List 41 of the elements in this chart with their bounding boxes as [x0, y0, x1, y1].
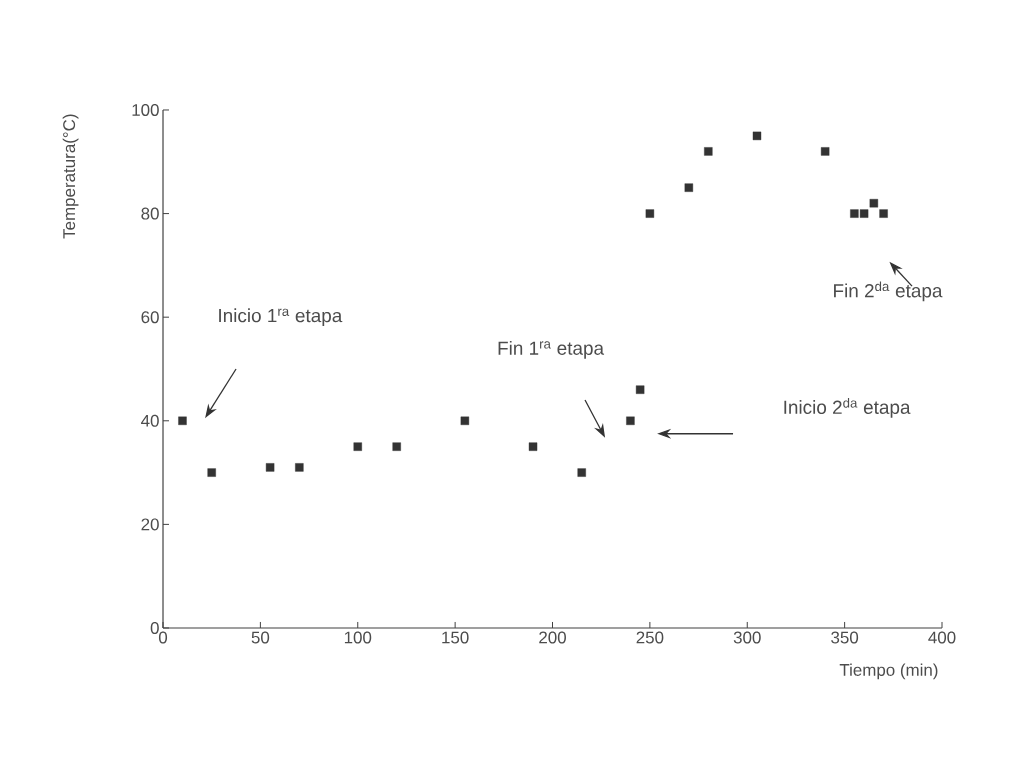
point	[460, 416, 470, 425]
y-tick-label: 80	[141, 207, 159, 220]
x-tick-label: 400	[928, 631, 956, 644]
annotation: Fin 2$^{da}$ etapa	[834, 281, 943, 302]
x-tick-label: 150	[442, 631, 469, 644]
point	[850, 209, 859, 218]
point	[528, 442, 538, 451]
point	[879, 209, 888, 218]
point	[178, 416, 187, 425]
x-tick-label: 350	[831, 631, 859, 644]
y-axis-title: Temperatura(°C)	[62, 114, 79, 239]
x-tick-label: 200	[539, 631, 566, 644]
point	[645, 209, 655, 218]
point	[859, 209, 869, 218]
annotation: Inicio 1$^{ra}$ etapa	[219, 308, 343, 326]
point	[265, 463, 275, 472]
x-tick-label: 100	[344, 631, 372, 644]
point	[752, 131, 762, 141]
y-tick-label: 0	[150, 621, 159, 634]
y-tick-label: 20	[141, 518, 159, 531]
point	[626, 416, 635, 425]
point	[684, 183, 694, 192]
x-axis-title: Tiempo (min)	[839, 663, 938, 680]
y-tick-label: 60	[141, 311, 159, 324]
x-tick-label: 0	[158, 631, 168, 644]
point	[295, 463, 304, 472]
point	[635, 385, 645, 394]
point	[820, 147, 830, 156]
x-tick-label: 50	[251, 631, 270, 644]
point	[704, 147, 713, 156]
x-tick-label: 250	[636, 631, 664, 644]
point	[392, 442, 401, 451]
y-tick-label: 40	[141, 414, 159, 427]
point	[207, 468, 216, 477]
point	[869, 199, 879, 208]
point	[577, 468, 586, 477]
annotation: Fin 1$^{ra}$ etapa	[498, 340, 605, 359]
x-tick-label: 300	[733, 631, 761, 644]
annotation: Inicio 2$^{da}$ etapa	[784, 397, 911, 418]
point	[353, 442, 362, 451]
y-tick-label: 100	[132, 103, 159, 116]
